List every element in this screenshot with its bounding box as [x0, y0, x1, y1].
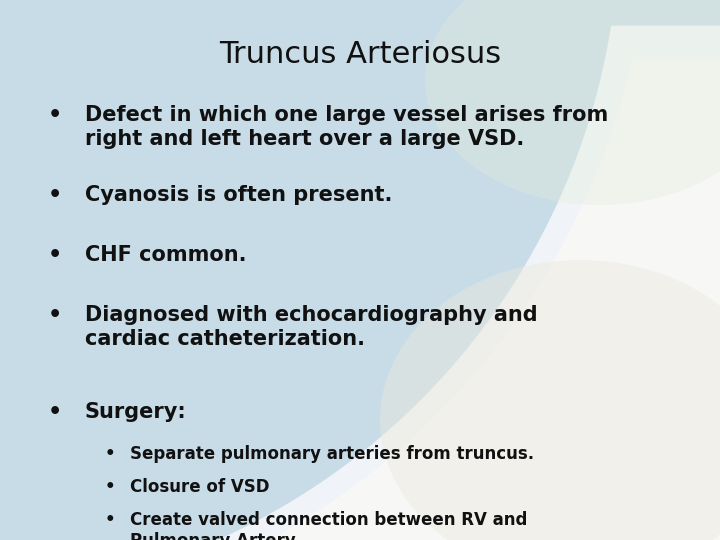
Text: Surgery:: Surgery:	[85, 402, 186, 422]
Polygon shape	[79, 59, 720, 540]
Text: •: •	[48, 305, 62, 325]
Ellipse shape	[425, 0, 720, 205]
Text: Closure of VSD: Closure of VSD	[130, 478, 269, 496]
Text: Cyanosis is often present.: Cyanosis is often present.	[85, 185, 392, 205]
Text: •: •	[104, 445, 115, 463]
Text: Create valved connection between RV and
Pulmonary Artery: Create valved connection between RV and …	[130, 511, 527, 540]
Polygon shape	[46, 26, 720, 540]
Text: Truncus Arteriosus: Truncus Arteriosus	[219, 40, 501, 69]
Text: Separate pulmonary arteries from truncus.: Separate pulmonary arteries from truncus…	[130, 445, 534, 463]
Text: Diagnosed with echocardiography and
cardiac catheterization.: Diagnosed with echocardiography and card…	[85, 305, 538, 349]
Text: •: •	[48, 402, 62, 422]
Text: CHF common.: CHF common.	[85, 245, 246, 265]
Text: •: •	[48, 185, 62, 205]
Text: Defect in which one large vessel arises from
right and left heart over a large V: Defect in which one large vessel arises …	[85, 105, 608, 149]
Text: •: •	[104, 478, 115, 496]
Text: •: •	[48, 245, 62, 265]
Text: •: •	[48, 105, 62, 125]
Ellipse shape	[380, 260, 720, 540]
Text: •: •	[104, 511, 115, 529]
